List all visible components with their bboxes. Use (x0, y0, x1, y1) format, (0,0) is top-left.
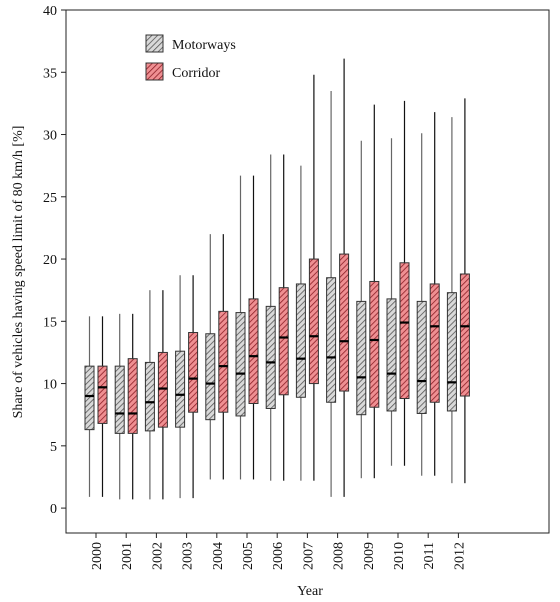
box-motorways-2003 (175, 275, 186, 499)
boxes (84, 58, 470, 500)
box-motorways-2005 (235, 175, 246, 480)
x-tick-label: 2003 (181, 542, 196, 570)
y-tick-label: 30 (43, 129, 57, 144)
y-tick-label: 35 (43, 66, 57, 81)
box-iqr (399, 262, 410, 400)
legend-swatch-motorways (145, 34, 164, 53)
box-iqr (308, 258, 319, 385)
box-corridor-2004 (218, 234, 229, 480)
box-iqr (144, 361, 155, 432)
y-tick-label: 25 (43, 191, 57, 206)
y-axis: 0 5 10 15 20 25 30 35 40 (43, 4, 66, 517)
box-iqr (459, 273, 470, 397)
box-iqr (97, 365, 108, 424)
box-iqr (326, 277, 337, 403)
x-tick-label: 2001 (120, 542, 135, 570)
box-iqr (175, 350, 186, 428)
box-corridor-2000 (97, 316, 108, 497)
x-tick-label: 2011 (422, 542, 437, 569)
y-tick-label: 0 (50, 502, 57, 517)
legend-label-corridor: Corridor (172, 66, 221, 81)
box-iqr (157, 351, 168, 428)
x-axis-label: Year (297, 584, 323, 599)
box-iqr (278, 287, 289, 396)
box-iqr (369, 280, 380, 408)
box-corridor-2001 (127, 313, 138, 500)
x-tick-label: 2010 (392, 542, 407, 570)
box-iqr (127, 358, 138, 434)
box-iqr (235, 312, 246, 417)
x-tick-label: 2007 (301, 542, 316, 570)
box-iqr (416, 300, 427, 414)
y-axis-label: Share of vehicles having speed limit of … (11, 126, 26, 419)
legend-label-motorways: Motorways (172, 38, 236, 53)
box-motorways-2008 (326, 90, 337, 497)
box-corridor-2010 (399, 100, 410, 466)
box-motorways-2007 (295, 165, 306, 481)
x-tick-label: 2005 (241, 542, 256, 570)
x-axis: 2000 2001 2002 2003 2004 2005 2006 2007 2008 2009… (90, 533, 467, 570)
y-tick-label: 10 (43, 378, 57, 393)
x-tick-label: 2012 (452, 542, 467, 570)
box-corridor-2008 (339, 58, 350, 497)
x-tick-label: 2000 (90, 542, 105, 570)
box-corridor-2012 (459, 98, 470, 484)
box-motorways-2002 (144, 290, 155, 500)
box-iqr (356, 300, 367, 416)
box-motorways-2011 (416, 133, 427, 476)
box-motorways-2004 (205, 234, 216, 480)
box-iqr (114, 365, 125, 434)
box-iqr (446, 292, 457, 412)
box-iqr (386, 298, 397, 412)
box-iqr (205, 333, 216, 421)
plot-frame (65, 9, 550, 534)
box-motorways-2012 (446, 117, 457, 484)
x-tick-label: 2006 (271, 542, 286, 570)
box-iqr (429, 283, 440, 403)
y-tick-label: 40 (43, 4, 57, 19)
box-iqr (265, 305, 276, 409)
box-corridor-2006 (278, 154, 289, 481)
box-motorways-2000 (84, 316, 95, 497)
x-tick-label: 2008 (332, 542, 347, 570)
box-motorways-2006 (265, 154, 276, 481)
box-corridor-2009 (369, 104, 380, 479)
box-corridor-2003 (188, 275, 199, 499)
x-tick-label: 2004 (211, 542, 226, 570)
box-iqr (339, 253, 350, 392)
x-tick-label: 2002 (150, 542, 165, 570)
box-motorways-2001 (114, 313, 125, 500)
legend: Motorways Corridor (145, 34, 236, 81)
box-iqr (188, 332, 199, 413)
legend-item-motorways: Motorways (145, 34, 236, 53)
box-iqr (248, 298, 259, 404)
box-motorways-2009 (356, 140, 367, 479)
box-corridor-2002 (157, 290, 168, 500)
y-tick-label: 5 (50, 440, 57, 455)
y-tick-label: 15 (43, 315, 57, 330)
box-iqr (84, 365, 95, 431)
legend-item-corridor: Corridor (145, 62, 221, 81)
box-iqr (295, 283, 306, 398)
y-tick-label: 20 (43, 253, 57, 268)
x-tick-label: 2009 (362, 542, 377, 570)
box-corridor-2007 (308, 74, 319, 481)
legend-swatch-corridor (145, 62, 164, 81)
box-corridor-2011 (429, 112, 440, 476)
box-corridor-2005 (248, 175, 259, 480)
box-iqr (218, 310, 229, 413)
box-motorways-2010 (386, 138, 397, 466)
